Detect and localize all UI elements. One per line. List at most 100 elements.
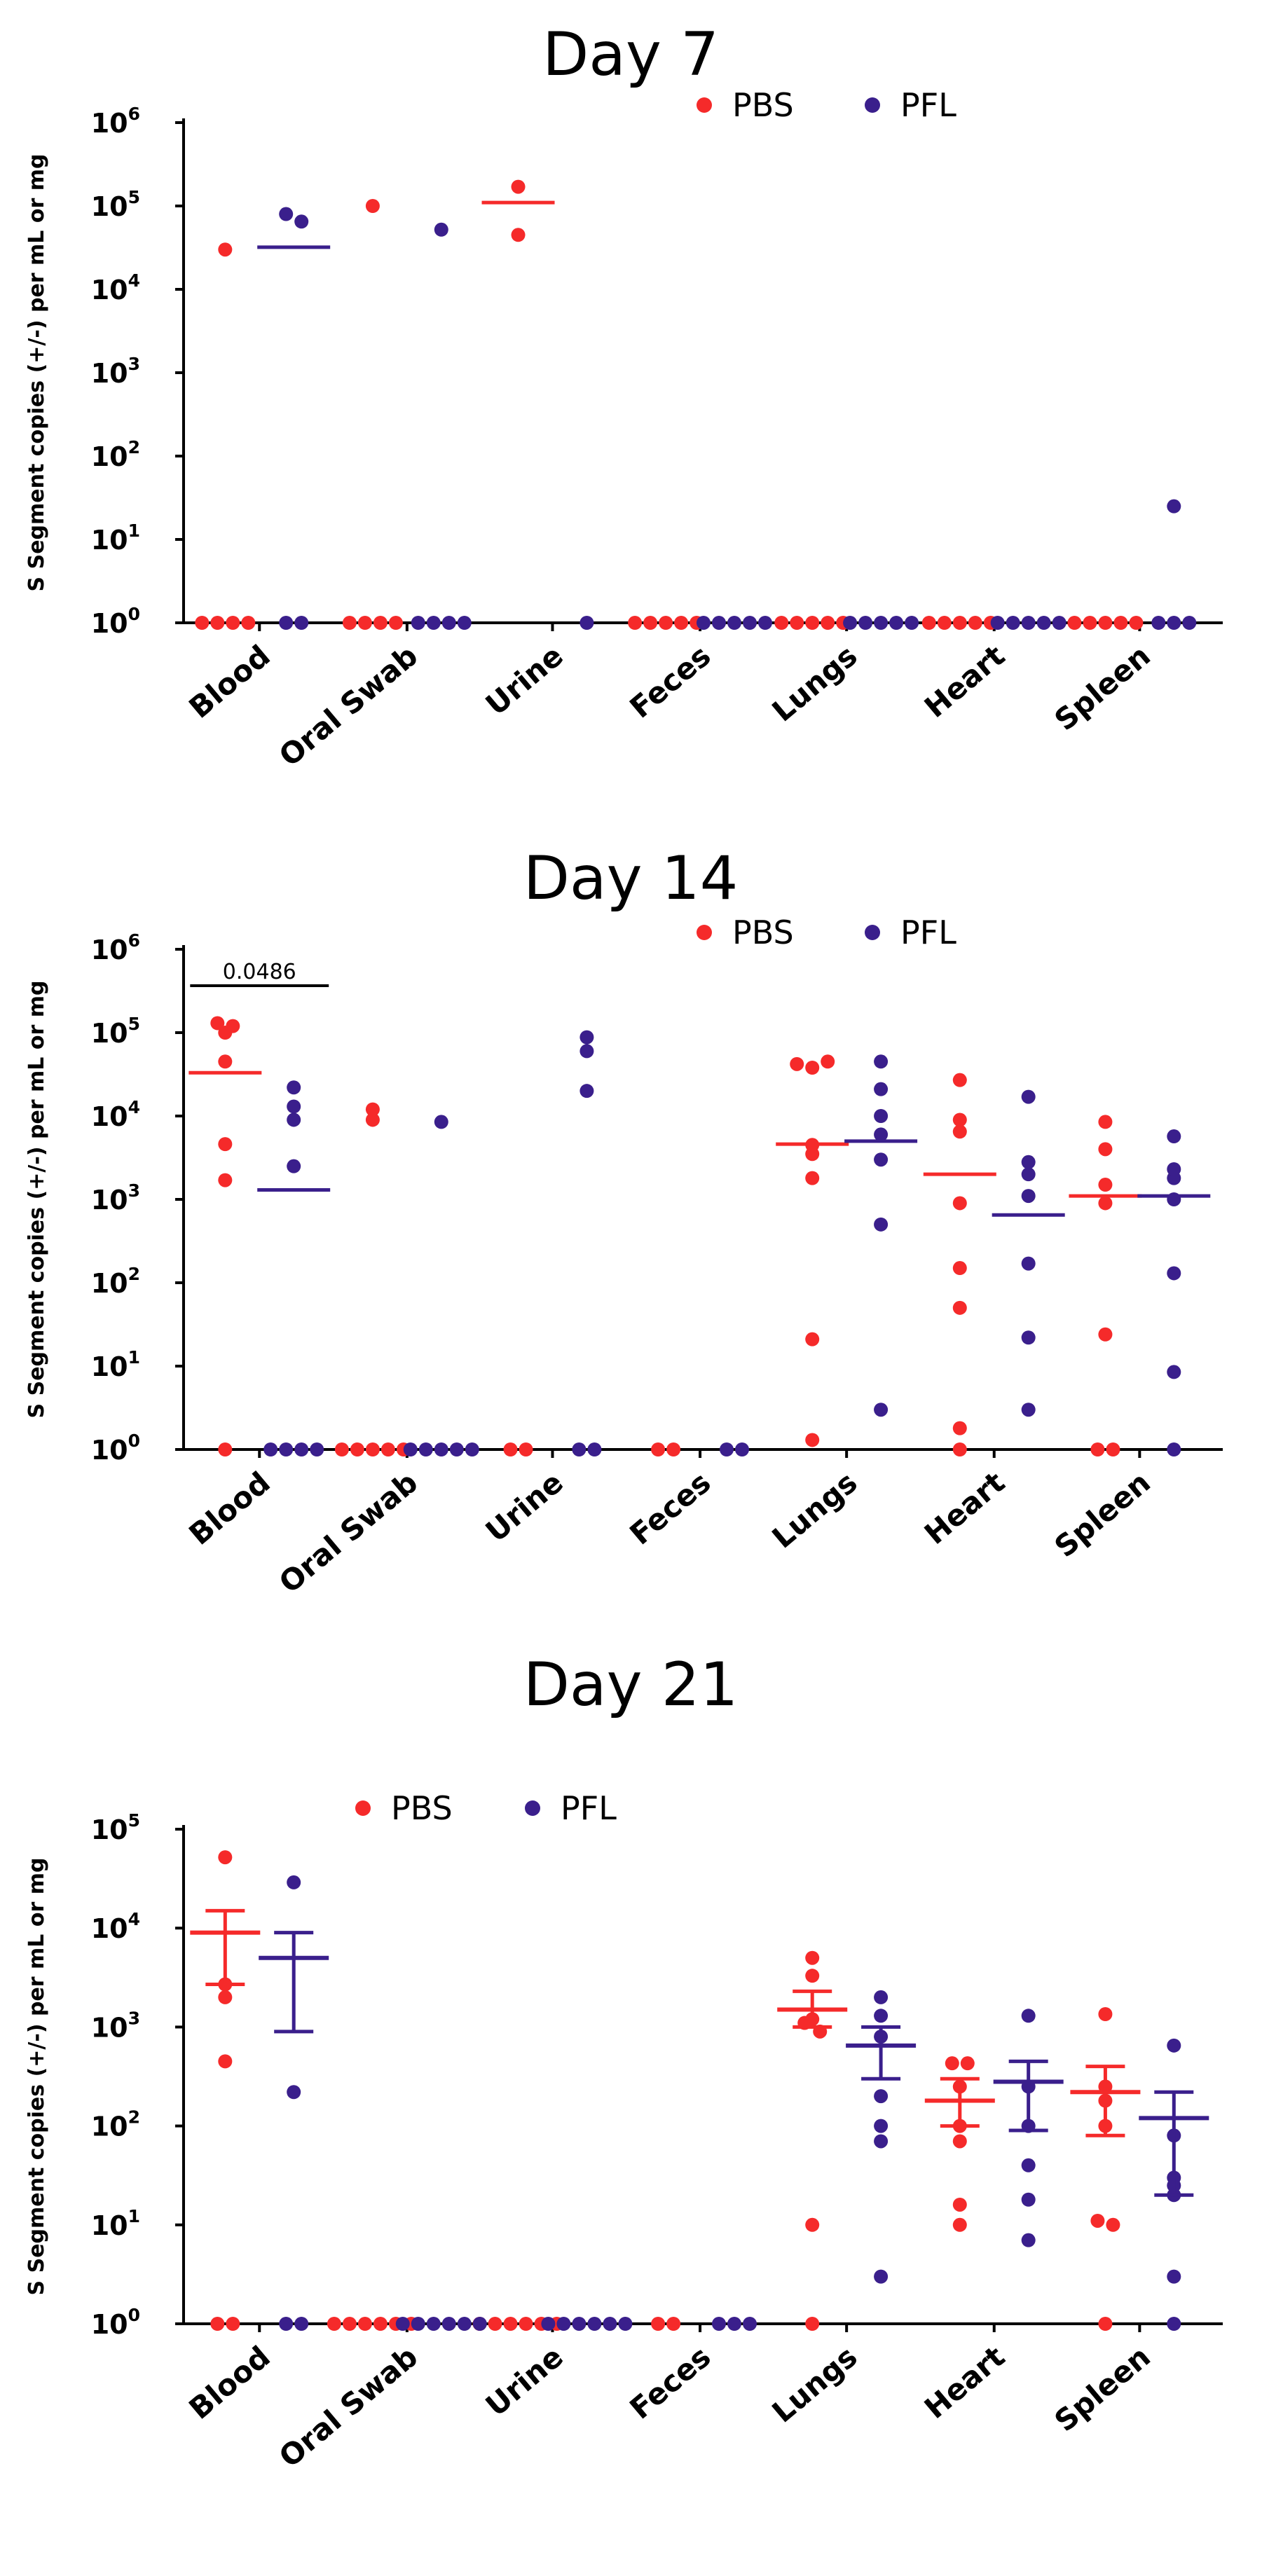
x-tick-label: Blood — [182, 2339, 276, 2426]
x-tick-label: Feces — [623, 2339, 717, 2426]
data-point-pbs — [805, 2217, 820, 2232]
data-point-pfl — [1167, 1162, 1181, 1176]
data-point-pfl — [1021, 1155, 1036, 1169]
data-point-pfl — [457, 2317, 472, 2331]
legend-label-pfl: PFL — [561, 1789, 617, 1827]
data-point-pfl — [874, 1152, 889, 1167]
data-point-pbs — [327, 2317, 341, 2331]
y-tick-label: 103 — [91, 354, 140, 389]
data-point-pbs — [952, 1196, 967, 1211]
x-tick-label: Oral Swab — [273, 2339, 424, 2474]
chart-title: Day 7 — [542, 20, 719, 90]
x-tick-label: Feces — [623, 638, 717, 725]
data-point-pbs — [226, 2317, 240, 2331]
data-point-pbs — [503, 1442, 518, 1456]
data-point-pbs — [342, 2317, 357, 2331]
data-point-pfl — [1167, 499, 1181, 514]
data-point-pbs — [373, 2317, 387, 2331]
x-tick-label: Urine — [479, 638, 570, 722]
data-point-pbs — [790, 1056, 804, 1071]
x-tick-label: Urine — [479, 2339, 570, 2423]
y-tick-label: 106 — [91, 930, 140, 965]
data-point-pfl — [587, 1442, 602, 1456]
data-point-pbs — [774, 616, 789, 630]
data-point-pfl — [279, 1442, 294, 1456]
data-point-pbs — [821, 616, 835, 630]
data-point-pbs — [1090, 2213, 1105, 2228]
data-point-pbs — [210, 616, 225, 630]
data-point-pbs — [960, 2056, 975, 2071]
data-point-pfl — [287, 1113, 301, 1127]
data-point-pfl — [434, 222, 448, 237]
data-point-pbs — [1106, 2217, 1120, 2232]
y-tick-label: 105 — [91, 1014, 140, 1049]
data-point-pfl — [434, 1115, 448, 1129]
chart-panel-day-21: Day 21 S Segment copies (+/-) per mL or m… — [25, 1650, 1223, 2474]
data-point-pbs — [226, 1019, 240, 1033]
data-point-pbs — [643, 616, 658, 630]
data-point-pbs — [952, 1300, 967, 1315]
data-point-pbs — [388, 616, 403, 630]
data-point-pfl — [1021, 1089, 1036, 1104]
x-tick-label: Blood — [182, 1465, 276, 1552]
data-point-pfl — [1167, 2038, 1181, 2053]
legend-label-pbs: PBS — [732, 914, 794, 951]
data-point-pfl — [457, 616, 472, 630]
data-point-pbs — [666, 2317, 681, 2331]
data-point-pfl — [279, 2317, 294, 2331]
data-point-pfl — [858, 616, 873, 630]
data-point-pbs — [218, 1137, 233, 1152]
data-point-pfl — [441, 2317, 456, 2331]
y-axis-label: S Segment copies (+/-) per mL or mg — [25, 981, 49, 1419]
data-point-pbs — [805, 1969, 820, 1983]
data-point-pfl — [1182, 616, 1197, 630]
data-point-pfl — [874, 1990, 889, 2004]
data-point-pfl — [1021, 616, 1036, 630]
legend-label-pfl: PFL — [900, 914, 956, 951]
data-point-pfl — [711, 616, 726, 630]
data-point-pbs — [350, 1442, 364, 1456]
data-point-pfl — [294, 616, 309, 630]
data-point-pbs — [365, 1102, 380, 1117]
data-point-pfl — [294, 2317, 309, 2331]
data-point-pfl — [1006, 616, 1020, 630]
data-point-pfl — [719, 1442, 734, 1456]
y-axis-label: S Segment copies (+/-) per mL or mg — [25, 1858, 49, 2296]
y-tick-label: 106 — [91, 104, 140, 139]
data-point-pbs — [1129, 616, 1144, 630]
data-point-pfl — [874, 2134, 889, 2149]
data-point-pbs — [1098, 1327, 1113, 1342]
data-point-pbs — [373, 616, 387, 630]
y-tick-label: 102 — [91, 2107, 140, 2142]
data-point-pfl — [465, 1442, 479, 1456]
y-tick-label: 101 — [91, 521, 140, 556]
x-tick-label: Lungs — [766, 2339, 864, 2430]
y-tick-label: 100 — [91, 2305, 140, 2340]
data-point-pfl — [1167, 1442, 1181, 1456]
data-point-pbs — [218, 1850, 233, 1865]
data-point-pbs — [651, 2317, 666, 2331]
data-point-pbs — [628, 616, 643, 630]
data-point-pfl — [874, 2119, 889, 2133]
data-point-pfl — [472, 2317, 487, 2331]
data-point-pfl — [1151, 616, 1166, 630]
legend-marker-pbs — [697, 925, 712, 940]
data-point-pbs — [210, 2317, 225, 2331]
data-point-pfl — [874, 1054, 889, 1069]
y-tick-label: 105 — [91, 1810, 140, 1845]
data-point-pfl — [287, 1159, 301, 1173]
data-point-pbs — [952, 1442, 967, 1456]
data-point-pbs — [357, 616, 372, 630]
data-point-pbs — [241, 616, 256, 630]
legend-marker-pfl — [865, 97, 880, 113]
legend-marker-pbs — [355, 1800, 371, 1816]
data-point-pbs — [1098, 1115, 1113, 1129]
chart-title: Day 21 — [523, 1650, 739, 1720]
data-point-pbs — [921, 616, 936, 630]
data-point-pfl — [434, 1442, 448, 1456]
chart-title: Day 14 — [523, 843, 739, 914]
data-point-pfl — [990, 616, 1005, 630]
y-tick-label: 105 — [91, 187, 140, 222]
x-tick-label: Blood — [182, 638, 276, 725]
